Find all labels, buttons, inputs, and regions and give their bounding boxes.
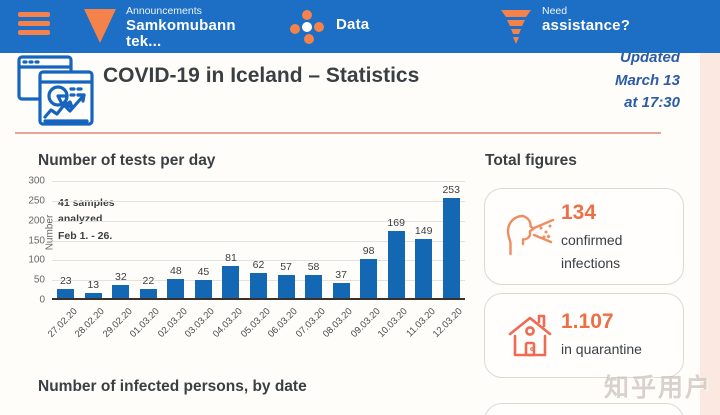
bar-02.03.20[interactable] [167, 278, 185, 298]
bar-10.03.20[interactable] [387, 230, 405, 298]
bar-09.03.20[interactable] [360, 259, 378, 298]
x-tick-label: 09.03.20 [348, 306, 383, 340]
bar-07.03.20[interactable] [305, 275, 323, 298]
data-label: Data [336, 16, 370, 33]
bar-29.02.20[interactable] [112, 285, 130, 298]
confirmed-infections-value: 134 [561, 201, 597, 224]
x-tick-label: 12.03.20 [431, 306, 465, 340]
announcement-triangle-icon [84, 9, 116, 43]
gridline [52, 181, 465, 182]
x-tick-label: 27.02.20 [45, 306, 80, 340]
updated-line2: March 13 [614, 71, 680, 89]
y-axis-label: Number [44, 214, 56, 251]
annotation-line1: 41 samples [58, 197, 115, 209]
bar-08.03.20[interactable] [332, 283, 350, 298]
gridline [52, 220, 465, 222]
coughing-person-icon [506, 214, 555, 256]
y-tick-label: 300 [28, 175, 45, 187]
tests-bar-chart: Number 41 samples analyzed Feb 1. - 26. … [28, 176, 465, 340]
infected-chart-title: Number of infected persons, by date [38, 378, 307, 395]
x-tick-label: 01.03.20 [128, 306, 163, 340]
need-label: Need [542, 5, 568, 17]
bar-value-label: 48 [170, 264, 182, 277]
in-quarantine-label: in quarantine [561, 340, 642, 357]
announcements-label: Announcements [126, 5, 202, 17]
bar-value-label: 13 [87, 278, 100, 291]
section-divider [15, 132, 661, 134]
updated-line3: at 17:30 [624, 94, 680, 111]
assistance-label: assistance? [542, 16, 631, 34]
bar-value-label: 57 [280, 261, 292, 274]
y-tick-label: 150 [28, 235, 45, 246]
bar-value-label: 62 [252, 259, 265, 272]
annotation-line2: analyzed [58, 213, 103, 226]
x-tick-label: 29.02.20 [100, 306, 135, 340]
y-tick-label: 200 [28, 215, 45, 227]
bar-value-label: 37 [335, 269, 347, 282]
chart-annotation: 41 samples analyzed Feb 1. - 26. [58, 195, 115, 244]
in-quarantine-card[interactable]: 1.107 in quarantine [484, 293, 684, 378]
bar-06.03.20[interactable] [277, 275, 295, 298]
updated-line1: Updated [620, 49, 680, 66]
gridline [52, 200, 465, 202]
bar-value-label: 23 [59, 274, 72, 287]
watermark: 知乎用户 [603, 374, 712, 402]
annotation-line3: Feb 1. - 26. [58, 229, 113, 242]
confirmed-infections-card[interactable]: 134 confirmed infections [484, 188, 684, 285]
gridline [52, 240, 465, 242]
bar-27.02.20[interactable] [57, 288, 75, 298]
bar-12.03.20[interactable] [442, 197, 460, 298]
announcement-title-line2: tek... [126, 33, 162, 51]
y-tick-label: 0 [39, 294, 45, 306]
bar-05.03.20[interactable] [250, 273, 267, 298]
bar-value-label: 149 [414, 224, 433, 237]
bar-value-label: 98 [362, 245, 375, 258]
hamburger-menu-icon[interactable] [18, 12, 50, 39]
bar-value-label: 81 [225, 251, 237, 264]
x-tick-label: 04.03.20 [210, 306, 245, 340]
nav-item-announcements[interactable]: Announcements Samkomubann tek... [84, 5, 236, 51]
page-title: COVID-19 in Iceland – Statistics [103, 64, 420, 87]
x-tick-label: 10.03.20 [376, 306, 410, 340]
top-navigation-bar: Announcements Samkomubann tek... Data Ne… [0, 0, 720, 53]
assistance-funnel-icon [501, 10, 531, 44]
confirmed-infections-label: confirmed infections [561, 232, 623, 272]
bar-28.02.20[interactable] [84, 292, 102, 298]
gridline [52, 260, 465, 262]
x-tick-label: 03.03.20 [183, 306, 218, 340]
nav-item-assistance[interactable]: Need assistance? [500, 5, 631, 48]
bar-03.03.20[interactable] [194, 280, 212, 298]
x-tick-label: 07.03.20 [293, 306, 328, 340]
y-tick-label: 250 [28, 195, 45, 207]
bar-value-label: 32 [114, 271, 127, 284]
updated-timestamp: Updated March 13 at 17:30 [615, 47, 680, 115]
total-figures-title: Total figures [485, 152, 577, 169]
bar-11.03.20[interactable] [415, 238, 433, 298]
bar-01.03.20[interactable] [139, 289, 157, 298]
bar-value-label: 45 [197, 266, 210, 279]
announcement-title-line1: Samkomubann [126, 16, 236, 34]
data-dots-icon [288, 8, 326, 46]
x-tick-label: 05.03.20 [238, 306, 273, 340]
y-tick-label: 50 [33, 274, 45, 286]
bar-value-label: 58 [307, 261, 320, 273]
house-icon [508, 314, 552, 356]
statistics-dashboard-icon [17, 55, 94, 126]
next-figure-card-partial[interactable] [484, 403, 684, 415]
bar-value-label: 253 [442, 183, 460, 196]
in-quarantine-value: 1.107 [561, 309, 614, 333]
bar-value-label: 169 [387, 216, 405, 229]
tests-chart-title: Number of tests per day [38, 152, 216, 169]
nav-item-data[interactable]: Data [288, 8, 369, 46]
bar-04.03.20[interactable] [222, 265, 240, 298]
bar-value-label: 22 [142, 275, 155, 288]
x-tick-label: 28.02.20 [73, 306, 108, 340]
page-background-strip [700, 53, 720, 415]
y-tick-label: 100 [28, 254, 45, 266]
